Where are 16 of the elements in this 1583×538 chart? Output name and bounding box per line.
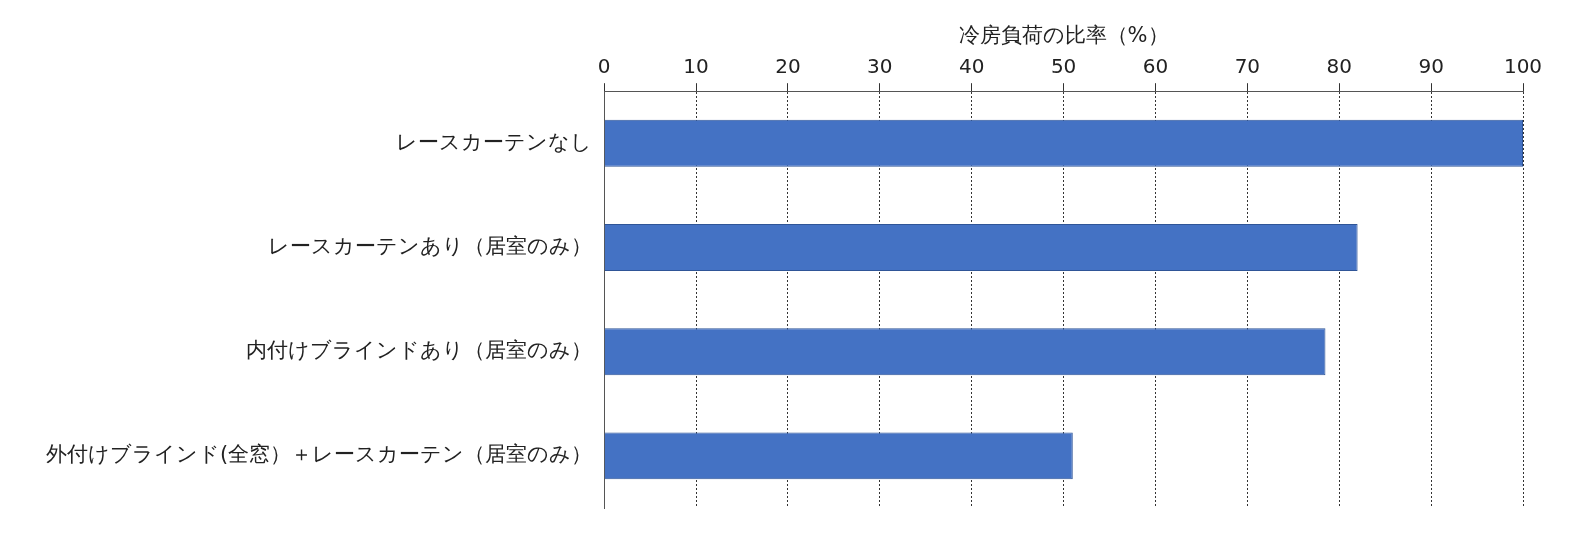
x-tick-label: 70: [1234, 54, 1261, 79]
x-tick-label: 90: [1418, 54, 1444, 79]
x-tick-label: 60: [1142, 54, 1169, 79]
x-tick-label: 40: [958, 54, 985, 79]
y-tick-label: 内付けブラインドあり（居室のみ）: [246, 338, 593, 363]
x-axis-title: 冷房負荷の比率（%）: [958, 23, 1169, 48]
x-tick-label: 20: [775, 54, 801, 79]
y-tick-label: レースカーテンあり（居室のみ）: [268, 233, 593, 258]
x-tick-label: 30: [867, 54, 893, 79]
x-tick-label: 80: [1326, 54, 1352, 79]
x-tick-label: 100: [1503, 54, 1543, 79]
y-tick-label: レースカーテンなし: [396, 129, 593, 154]
x-tick-label: 0: [597, 54, 611, 79]
y-tick-label: 外付けブラインド(全窓）＋レースカーテン（居室のみ）: [45, 442, 593, 467]
x-tick-label: 50: [1050, 54, 1077, 79]
x-tick-label: 10: [683, 54, 709, 79]
